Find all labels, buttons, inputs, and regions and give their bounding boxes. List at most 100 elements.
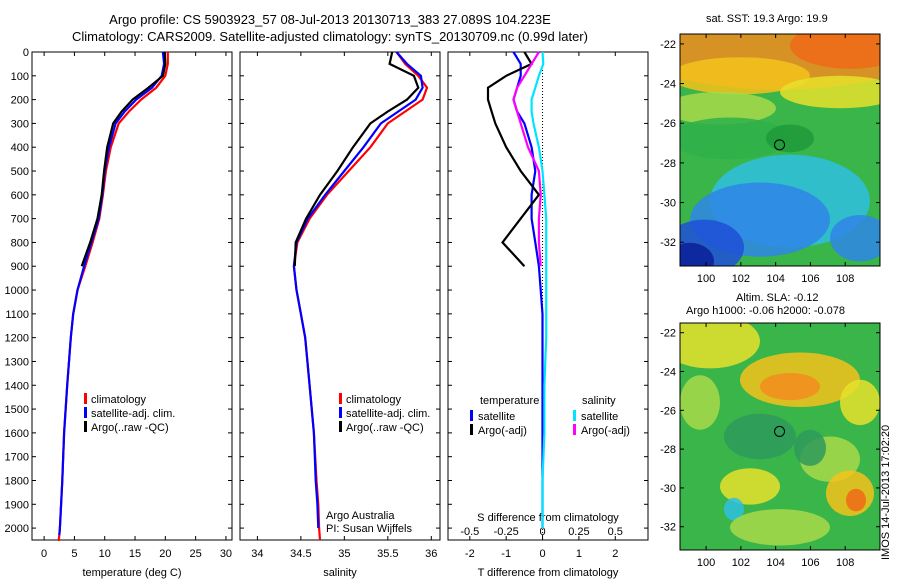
map-blob [840, 379, 880, 426]
map-blob [724, 497, 744, 521]
map-lat-label: -24 [660, 367, 676, 379]
map-lon-label: 104 [766, 273, 784, 285]
map-blob [680, 375, 720, 430]
map-lat-label: -28 [660, 444, 676, 456]
x-axis-label: T difference from climatology [478, 567, 619, 579]
depth-tick-label: 900 [11, 261, 29, 273]
map-lat-label: -30 [660, 483, 676, 495]
map-lat-label: -22 [660, 39, 676, 51]
legend-label: satellite [581, 411, 618, 423]
map-lat-label: -26 [660, 118, 676, 130]
series-line-temperature-1 [58, 51, 166, 536]
legend-title-temperature: temperature [480, 395, 539, 407]
float-position-marker [774, 139, 786, 151]
depth-tick-label: 400 [11, 142, 29, 154]
depth-tick-label: 200 [11, 95, 29, 107]
legend-label: satellite-adj. clim. [346, 408, 430, 420]
salinity-diff-tick-label: 0 [539, 526, 545, 538]
depth-tick-label: 300 [11, 118, 29, 130]
panel-difference: -2 -1 0 1 2 T difference from climatology -0.5… [447, 51, 649, 579]
map-lon-label: 106 [801, 273, 819, 285]
map-lon-label: 108 [836, 557, 854, 569]
float-position-marker [774, 425, 786, 437]
sst-map-caption: sat. SST: 19.3 Argo: 19.9 [706, 13, 828, 25]
legend-swatch [470, 410, 473, 421]
legend-title-salinity: salinity [582, 395, 616, 407]
sla-map-caption1: Altim. SLA: -0.12 [736, 292, 819, 304]
map-lat-label: -32 [660, 237, 676, 249]
legend-swatch [573, 424, 576, 435]
depth-tick-label: 800 [11, 237, 29, 249]
map-lon-label: 100 [697, 557, 715, 569]
legend-swatch [84, 421, 87, 432]
depth-tick-label: 1500 [5, 404, 29, 416]
series-line-temperature-2 [80, 51, 167, 267]
series-line-salinity-2 [293, 51, 420, 267]
panel-frame-difference [447, 51, 649, 541]
legend-swatch [84, 407, 87, 418]
depth-tick-label: 1400 [5, 380, 29, 392]
x-axis-label: temperature (deg C) [82, 567, 181, 579]
x-tick-label: -1 [501, 548, 511, 560]
map-blob [680, 92, 776, 125]
map-frame [679, 322, 881, 551]
depth-tick-label: 700 [11, 214, 29, 226]
legend-label: climatology [346, 394, 402, 406]
legend-label: Argo(-adj) [581, 425, 630, 437]
map-blob [760, 372, 820, 401]
sla-map-caption2: Argo h1000: -0.06 h2000: -0.078 [686, 305, 846, 317]
x-tick-label: 10 [99, 548, 111, 560]
map-frame [679, 33, 881, 267]
legend-label: satellite-adj. clim. [91, 408, 175, 420]
map-lon-label: 106 [801, 557, 819, 569]
legend-label: satellite [478, 411, 515, 423]
chart-title-line2: Climatology: CARS2009. Satellite-adjuste… [72, 29, 588, 44]
map-blob [766, 124, 814, 153]
depth-tick-label: 0 [23, 47, 29, 59]
map-lat-label: -30 [660, 198, 676, 210]
map-lat-label: -32 [660, 522, 676, 534]
map-blob [680, 117, 790, 160]
imos-timestamp: IMOS 14-Jul-2013 17:02:20 [880, 424, 892, 560]
legend-label: climatology [91, 394, 147, 406]
x-tick-label: 2 [612, 548, 618, 560]
panel-salinity: 34 34.5 35 35.5 36 salinity climatology satelli… [239, 51, 441, 579]
map-blob [794, 429, 826, 467]
series-line-difference-3 [512, 51, 542, 267]
x-tick-label: 0 [539, 548, 545, 560]
depth-tick-label: 1000 [5, 285, 29, 297]
credit-line2: PI: Susan Wijffels [326, 523, 412, 535]
legend-label: Argo(..raw -QC) [91, 422, 169, 434]
x-tick-label: 20 [159, 548, 171, 560]
salinity-diff-tick-label: 0.5 [608, 526, 623, 538]
x-tick-label: 35 [338, 548, 350, 560]
depth-tick-label: 1800 [5, 475, 29, 487]
panel-temperature: 0100200300400500600700800900100011001200… [5, 47, 233, 579]
legend-swatch [339, 393, 342, 404]
map-blob [730, 509, 830, 546]
depth-tick-label: 1600 [5, 428, 29, 440]
x-tick-label: 36 [425, 548, 437, 560]
panel-frame-salinity [239, 51, 441, 541]
depth-tick-label: 1300 [5, 356, 29, 368]
depth-tick-label: 1100 [5, 309, 29, 321]
map-lon-label: 102 [732, 273, 750, 285]
x-tick-label: 25 [190, 548, 202, 560]
legend-label: Argo(..raw -QC) [346, 422, 424, 434]
legend-swatch [339, 421, 342, 432]
depth-tick-label: 1900 [5, 499, 29, 511]
x-tick-label: 1 [576, 548, 582, 560]
map-blob [680, 323, 760, 369]
legend-swatch [470, 424, 473, 435]
x-axis-label: salinity [323, 567, 357, 579]
legend-swatch [339, 407, 342, 418]
x-tick-label: 30 [220, 548, 232, 560]
x-tick-label: 35.5 [377, 548, 398, 560]
map-lat-label: -22 [660, 328, 676, 340]
map-lat-label: -28 [660, 158, 676, 170]
map-field-sst [680, 34, 880, 266]
map-lat-label: -24 [660, 79, 676, 91]
map-blob [680, 57, 810, 95]
legend-label: Argo(-adj) [478, 425, 527, 437]
map-field-sla [680, 323, 880, 550]
